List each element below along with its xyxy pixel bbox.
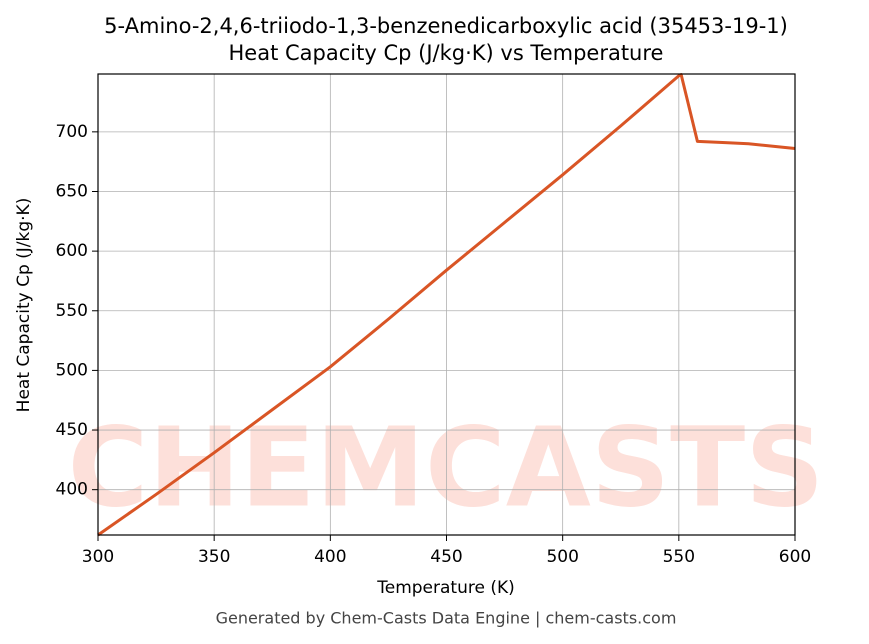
x-tick-label: 500 [546,547,578,567]
chart-title: 5-Amino-2,4,6-triiodo-1,3-benzenedicarbo… [104,14,788,38]
x-tick-label: 350 [198,547,230,567]
y-tick-label: 600 [56,241,88,261]
y-tick-label: 550 [56,301,88,321]
data-line [97,73,796,537]
y-tick-label: 450 [56,420,88,440]
y-axis-label: Heat Capacity Cp (J/kg·K) [14,198,34,413]
y-tick-label: 700 [56,122,88,142]
chart-subtitle: Heat Capacity Cp (J/kg·K) vs Temperature [229,41,664,65]
x-tick-label: 300 [82,547,114,567]
x-tick-label: 400 [314,547,346,567]
x-axis-label: Temperature (K) [376,578,515,598]
watermark: CHEMCASTS [68,403,825,531]
y-tick-label: 650 [56,181,88,201]
y-tick-label: 500 [56,360,88,380]
x-tick-label: 600 [779,547,811,567]
x-tick-label: 550 [663,547,695,567]
plot-frame [97,73,796,536]
footer: Generated by Chem-Casts Data Engine | ch… [216,609,677,628]
x-tick-label: 450 [430,547,462,567]
y-tick-label: 400 [56,480,88,500]
